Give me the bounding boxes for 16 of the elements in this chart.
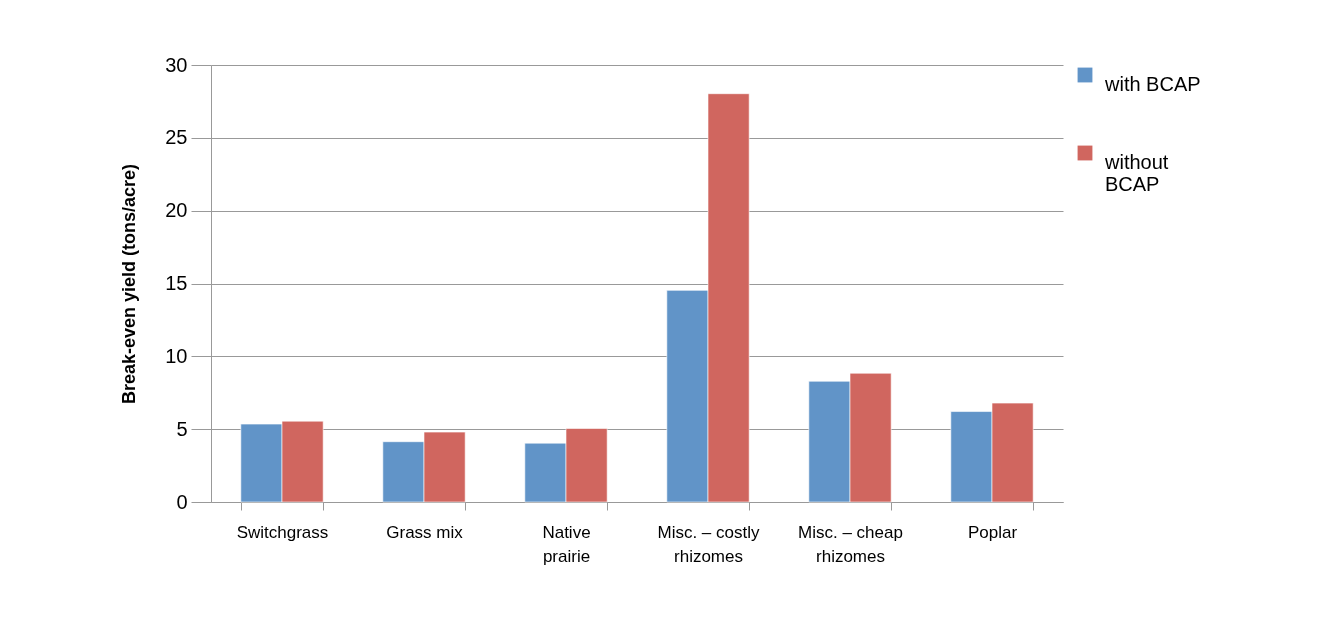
y-tick-label: 10 — [165, 344, 188, 367]
y-tick-label: 15 — [165, 272, 188, 294]
y-tick-label: 0 — [176, 490, 188, 513]
x-tick-label: Native prairie — [542, 522, 591, 566]
y-tick-label: 20 — [165, 199, 188, 222]
legend-label: without BCAP — [1104, 151, 1169, 195]
legend-label: with BCAP — [1104, 73, 1201, 95]
x-tick-label: Misc. – cheap rhizomes — [798, 522, 903, 566]
y-tick-label: 5 — [176, 417, 188, 440]
y-axis-title: Break-even yield (tons/acre) — [119, 163, 140, 405]
x-tick-label: Grass mix — [386, 522, 464, 542]
x-tick-label: Switchgrass — [236, 522, 329, 542]
x-tick-label: Misc. – costly rhizomes — [657, 522, 760, 566]
y-tick-label: 30 — [165, 53, 188, 76]
x-tick-label: Poplar — [967, 522, 1018, 542]
y-tick-label: 25 — [165, 126, 188, 149]
